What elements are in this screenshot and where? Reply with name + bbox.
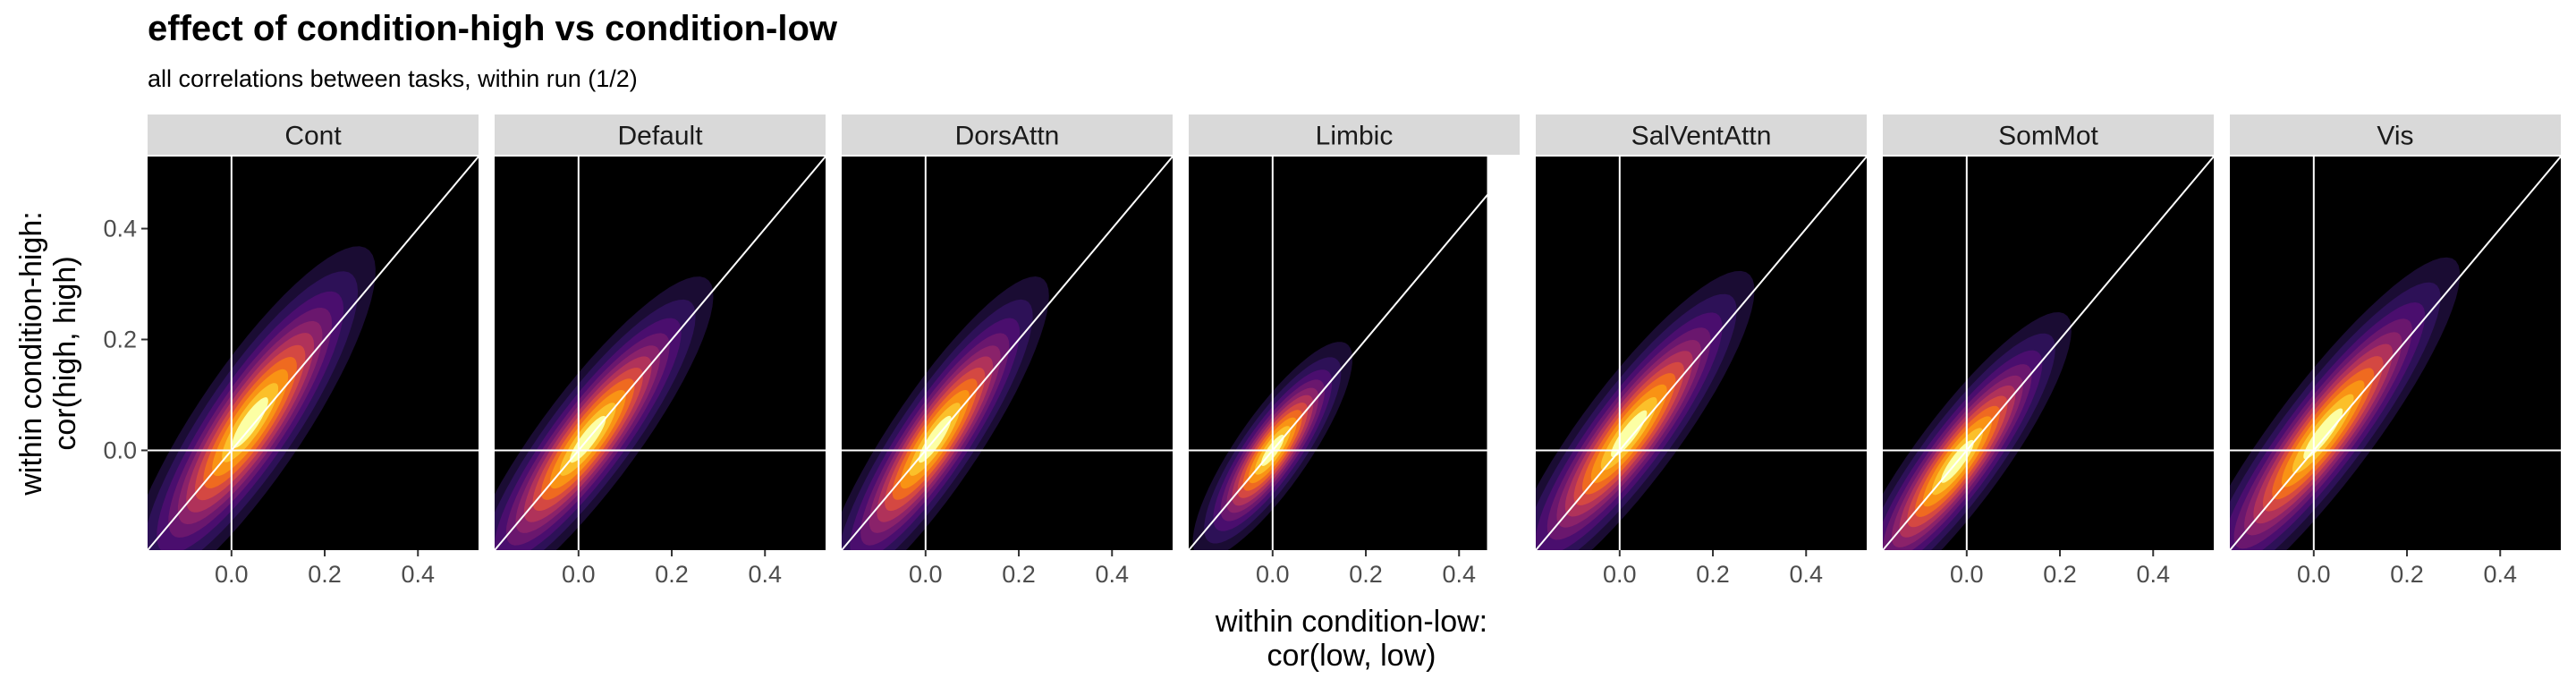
x-tick-label: 0.4 bbox=[1789, 561, 1823, 588]
identity-line bbox=[1883, 157, 2214, 550]
facet-label: DorsAttn bbox=[955, 122, 1060, 151]
reference-lines bbox=[1189, 157, 1487, 550]
density-layer bbox=[148, 246, 376, 550]
x-tick-label: 0.4 bbox=[1442, 561, 1476, 588]
facet-label: Limbic bbox=[1316, 122, 1394, 151]
facet-strip bbox=[842, 114, 1173, 155]
chart-title: effect of condition-high vs condition-lo… bbox=[148, 9, 838, 48]
x-tick-label: 0.2 bbox=[2043, 561, 2077, 588]
chart-subtitle: all correlations between tasks, within r… bbox=[148, 65, 638, 92]
x-tick-label: 0.2 bbox=[655, 561, 689, 588]
facet-panel-cont: Cont 0.0 0.2 0.4 bbox=[148, 114, 479, 588]
identity-line bbox=[148, 157, 479, 550]
x-tick-label: 0.0 bbox=[2297, 561, 2331, 588]
x-tick-label: 0.2 bbox=[1002, 561, 1036, 588]
x-axis-title-line2: cor(low, low) bbox=[1267, 639, 1436, 673]
x-tick-label: 0.0 bbox=[215, 561, 249, 588]
x-tick-label: 0.4 bbox=[401, 561, 435, 588]
x-tick-label: 0.4 bbox=[1095, 561, 1129, 588]
identity-line bbox=[495, 157, 826, 550]
y-axis-title-line1: within condition-high: bbox=[14, 211, 48, 496]
facet-strip bbox=[1536, 114, 1867, 155]
facet-panel-limbic: Limbic 0.0 0.2 0.4 bbox=[1189, 114, 1520, 588]
x-tick-label: 0.2 bbox=[1696, 561, 1730, 588]
y-tick-label: 0.0 bbox=[103, 437, 137, 463]
density-layer bbox=[1536, 270, 1755, 550]
facet-strip bbox=[148, 114, 479, 155]
reference-lines bbox=[2230, 157, 2561, 550]
facet-strip bbox=[1189, 114, 1520, 155]
identity-line bbox=[2230, 157, 2561, 550]
y-tick-label: 0.2 bbox=[103, 327, 137, 353]
facet-strip bbox=[2230, 114, 2561, 155]
reference-lines bbox=[1883, 157, 2214, 550]
x-tick-label: 0.0 bbox=[1603, 561, 1637, 588]
x-tick-label: 0.4 bbox=[748, 561, 782, 588]
density-band bbox=[232, 397, 268, 448]
x-tick-label: 0.4 bbox=[2483, 561, 2517, 588]
facet-panel-default: Default 0.0 0.2 0.4 bbox=[495, 114, 826, 588]
reference-lines bbox=[1536, 157, 1867, 550]
facet-panel-salventattn: SalVentAttn 0.0 0.2 0.4 bbox=[1536, 114, 1867, 588]
facet-panel-vis: Vis 0.0 0.2 0.4 bbox=[2230, 114, 2561, 588]
facet-label: SomMot bbox=[1998, 122, 2098, 151]
facet-strip bbox=[1883, 114, 2214, 155]
identity-line bbox=[1189, 193, 1487, 550]
identity-line bbox=[1536, 157, 1867, 550]
identity-line bbox=[842, 157, 1173, 550]
x-tick-label: 0.4 bbox=[2136, 561, 2170, 588]
reference-lines bbox=[842, 157, 1173, 550]
facet-label: Cont bbox=[284, 122, 342, 151]
facet-panel-dorsattn: DorsAttn 0.0 0.2 0.4 bbox=[842, 114, 1173, 588]
facet-label: SalVentAttn bbox=[1631, 122, 1772, 151]
x-tick-label: 0.2 bbox=[1349, 561, 1383, 588]
x-tick-label: 0.2 bbox=[2390, 561, 2424, 588]
reference-lines bbox=[495, 157, 826, 550]
facet-label: Vis bbox=[2377, 122, 2413, 151]
x-tick-label: 0.0 bbox=[562, 561, 596, 588]
x-tick-label: 0.2 bbox=[308, 561, 342, 588]
y-tick-label: 0.4 bbox=[103, 216, 137, 242]
reference-lines bbox=[148, 157, 479, 550]
facet-panel-sommot: SomMot 0.0 0.2 0.4 bbox=[1883, 114, 2214, 588]
facet-label: Default bbox=[617, 122, 703, 151]
x-tick-label: 0.0 bbox=[1950, 561, 1984, 588]
y-axis-title-line2: cor(high, high) bbox=[48, 256, 82, 450]
x-tick-label: 0.0 bbox=[909, 561, 943, 588]
x-tick-label: 0.0 bbox=[1256, 561, 1290, 588]
x-axis-title-line1: within condition-low: bbox=[1215, 605, 1487, 639]
facet-strip bbox=[495, 114, 826, 155]
